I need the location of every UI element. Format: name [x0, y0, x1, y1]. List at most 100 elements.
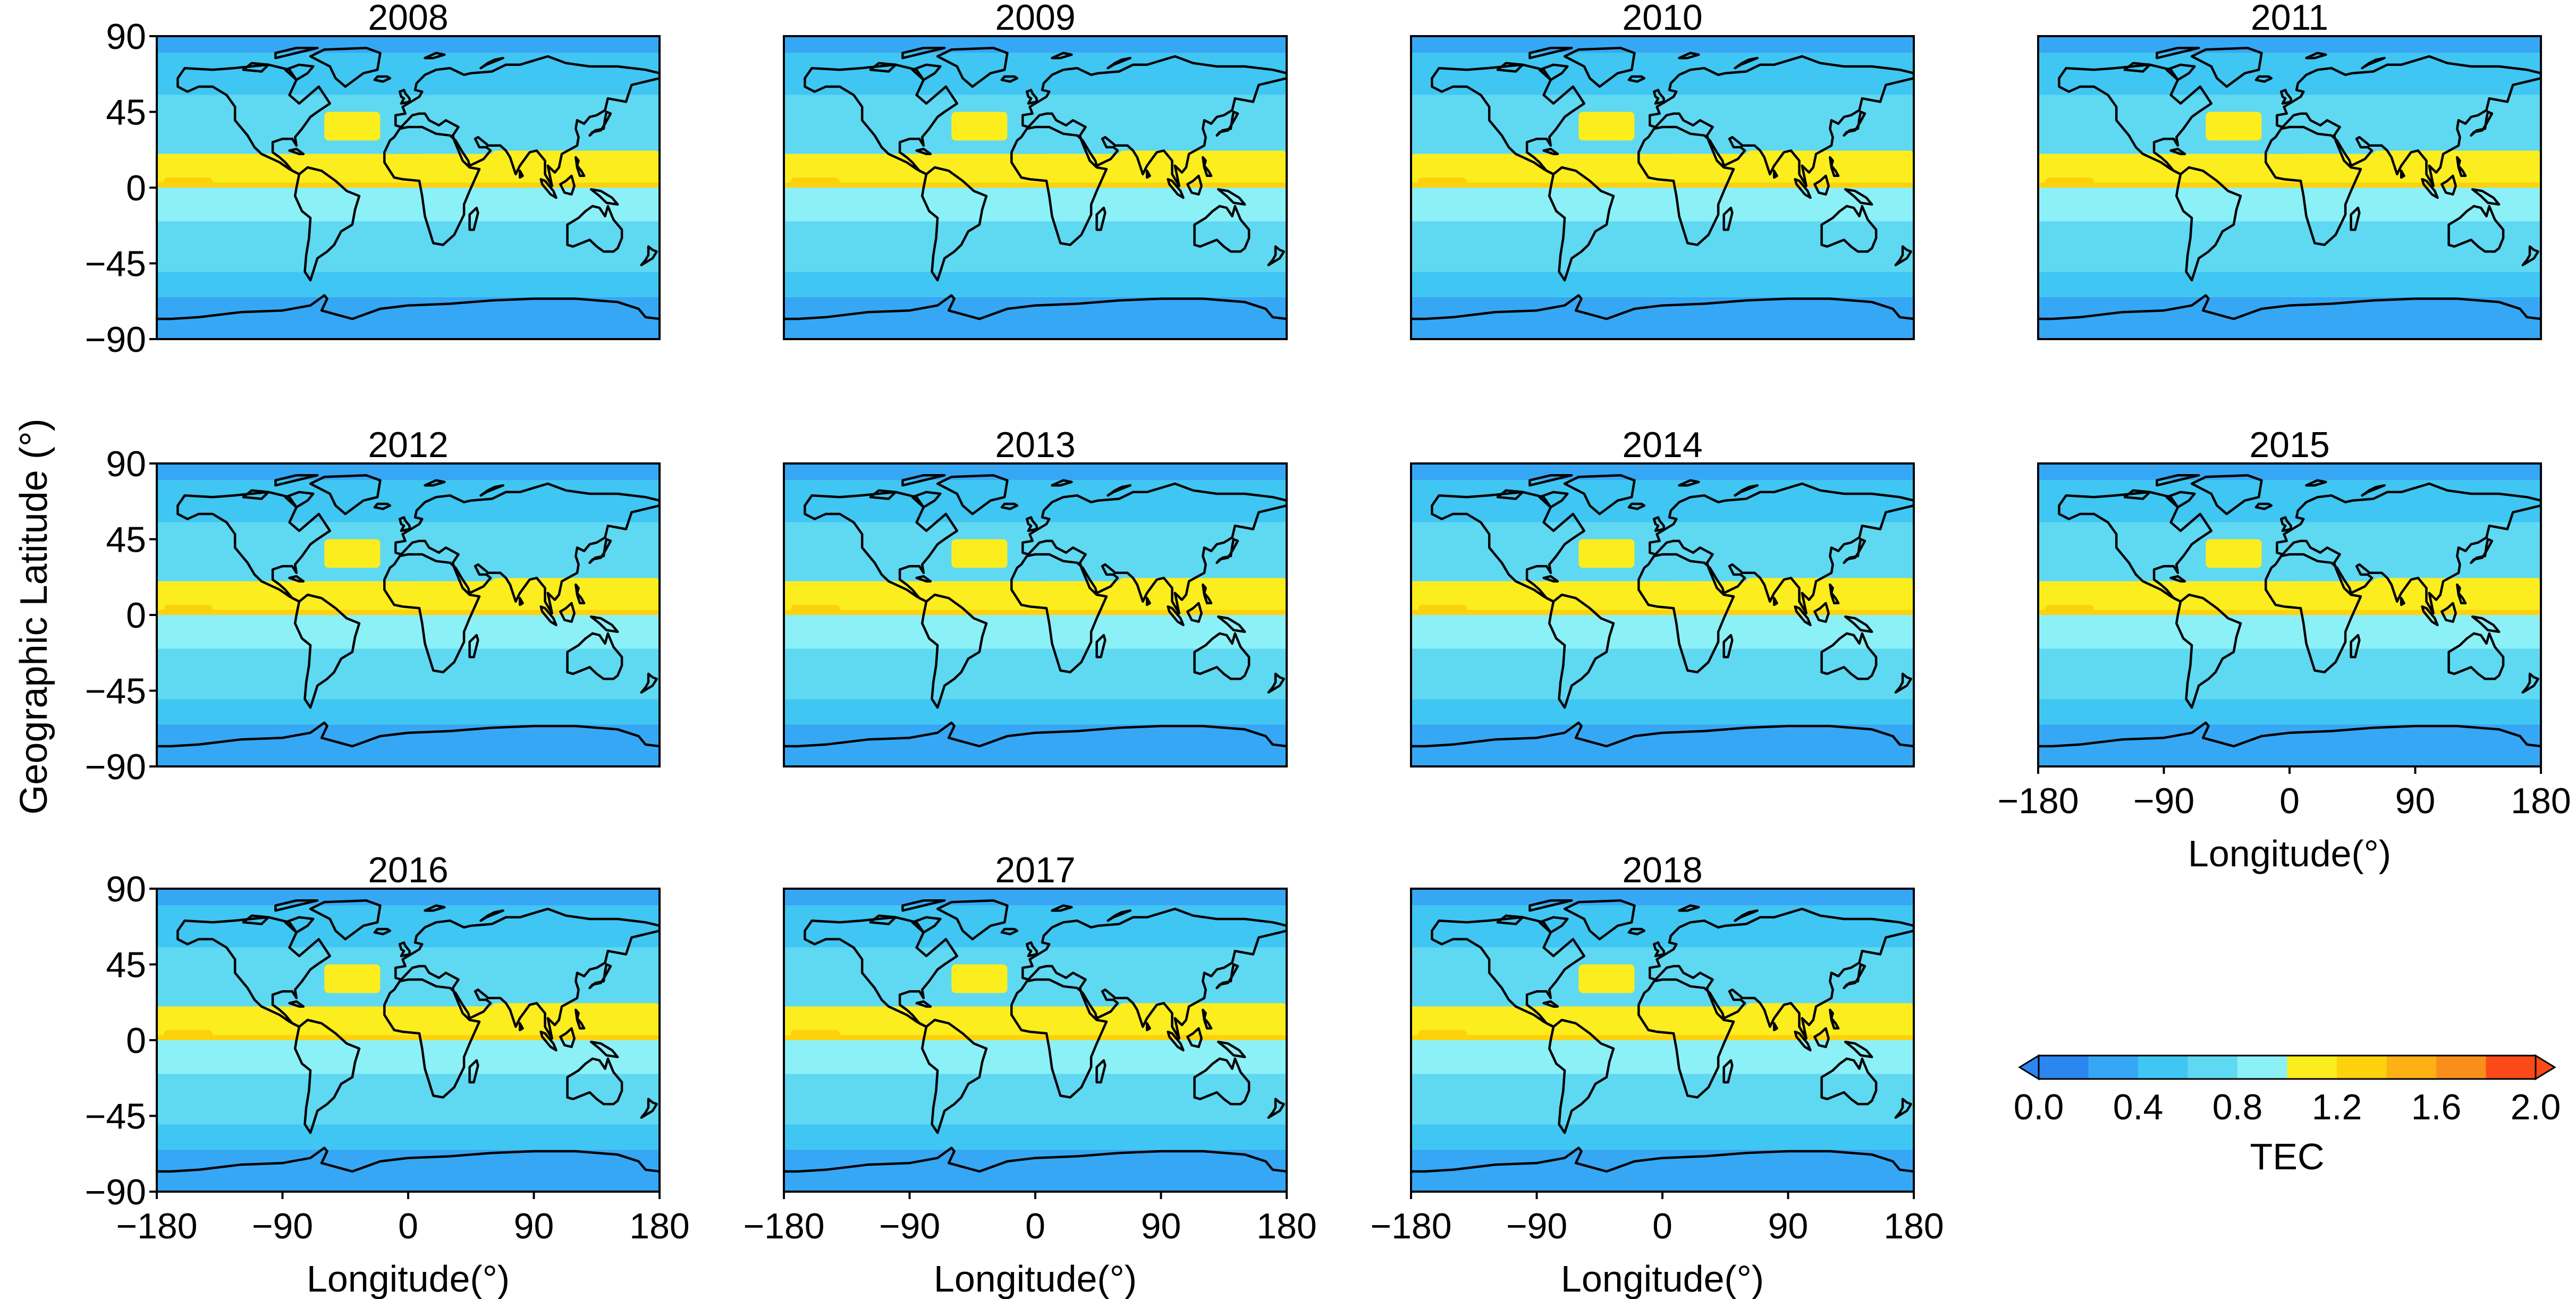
x-tick-label: 90 — [1141, 1206, 1181, 1246]
tec-anomaly — [1119, 150, 1287, 183]
tec-anomaly — [380, 154, 423, 183]
coastline-svalbard — [1678, 52, 1700, 60]
coastline-borneo — [2440, 602, 2457, 623]
x-tick-label: 0 — [1652, 1206, 1673, 1246]
coastline-greenland — [309, 899, 382, 941]
coastline-australia — [1820, 632, 1878, 680]
coastline-japan — [1843, 111, 1866, 137]
coastline-svalbard — [1051, 52, 1073, 60]
tec-band — [784, 615, 1287, 649]
colorbar-segment — [2386, 1056, 2437, 1079]
coastline-britain — [2279, 89, 2292, 105]
y-tick-label: 45 — [106, 520, 146, 560]
coastline-japan — [1215, 538, 1239, 564]
tec-anomaly — [1119, 1003, 1287, 1035]
tec-anomaly — [324, 112, 381, 141]
coastline-sumatra — [1794, 178, 1812, 199]
coastline-iceland — [1000, 75, 1019, 83]
coastline-new-guinea — [1217, 615, 1246, 633]
colorbar-segment — [2039, 1056, 2089, 1079]
panel-title-2018: 2018 — [1622, 850, 1702, 890]
tec-band — [2038, 746, 2541, 766]
tec-band — [784, 53, 1287, 95]
coastline-borneo — [559, 174, 576, 196]
coastline-antarctica — [1411, 1146, 1914, 1173]
coastline-philippines — [1202, 583, 1213, 605]
tec-anomaly — [1418, 1030, 1467, 1040]
tec-band — [157, 463, 660, 480]
coastline-madagascar — [2350, 206, 2361, 231]
coastline-eurafrica — [383, 482, 660, 673]
x-tick-label: −90 — [2133, 781, 2194, 821]
tec-anomaly — [157, 1035, 660, 1040]
tec-anomaly — [2045, 178, 2094, 188]
y-tick-label: 45 — [106, 945, 146, 985]
colorbar-segment — [2287, 1056, 2337, 1079]
coastline-iceland — [373, 75, 392, 83]
coastline-south-america — [293, 1018, 361, 1134]
tec-anomaly — [164, 1030, 213, 1040]
tec-anomaly — [2038, 610, 2541, 615]
tec-band — [784, 1171, 1287, 1192]
colorbar-frame — [2038, 1055, 2537, 1080]
colorbar-segment — [2088, 1056, 2139, 1079]
tec-band — [784, 1074, 1287, 1125]
coastline-new-guinea — [2471, 615, 2501, 633]
coastline-new-zealand — [2521, 672, 2539, 694]
coastline-antarctica — [784, 1146, 1287, 1173]
coastline-philippines — [2456, 583, 2467, 605]
tec-band — [784, 1124, 1287, 1150]
coastline-new-guinea — [589, 188, 619, 206]
coastline-ellesmere-island — [901, 474, 946, 487]
coastline-philippines — [1202, 1008, 1213, 1030]
coastline-greenland — [2190, 474, 2263, 516]
coastline-greenland — [309, 46, 382, 88]
coastline-australia — [566, 632, 623, 680]
tec-band — [1411, 724, 1914, 746]
coastline-victoria-island — [1496, 489, 1524, 500]
y-tick-label: 90 — [106, 869, 146, 909]
coastline-south-america — [2175, 166, 2242, 282]
tec-band — [1411, 188, 1914, 222]
coastline-australia — [2447, 205, 2505, 253]
panels-group: 2008 90 45 0 −45 −90 2009 2010 2011 2012 90 45 0 −45 −… — [85, 0, 2571, 1299]
coastline-baffin-island — [1538, 491, 1569, 509]
coastline-new-zealand — [1267, 245, 1285, 266]
coastline-novaya-zemlya — [479, 56, 504, 70]
panel-title-2008: 2008 — [368, 0, 448, 38]
coastline-iceland — [373, 927, 392, 935]
x-axis-label: Longitude(°) — [934, 1258, 1137, 1299]
x-tick-label: −90 — [879, 1206, 940, 1246]
colorbar-tick-label: 2.0 — [2511, 1087, 2561, 1127]
coastline-madagascar — [1722, 1059, 1734, 1084]
tec-band — [784, 1040, 1287, 1074]
coastline-antarctica — [2038, 294, 2541, 320]
tec-anomaly — [492, 1003, 660, 1035]
coastline-new-zealand — [1267, 1098, 1285, 1119]
y-tick-label: −90 — [85, 319, 146, 360]
y-tick-label: −45 — [85, 1096, 146, 1137]
colorbar: 0.0 0.4 0.8 1.2 1.6 2.0 TEC — [2014, 1054, 2561, 1177]
tec-band — [1411, 221, 1914, 272]
tec-anomaly — [164, 605, 213, 615]
tec-anomaly — [1418, 605, 1467, 615]
tec-anomaly — [1418, 178, 1467, 188]
tec-anomaly — [951, 964, 1008, 993]
coastline-new-zealand — [640, 1098, 658, 1119]
coastline-australia — [1820, 1057, 1878, 1106]
tec-anomaly — [951, 112, 1008, 141]
tec-anomaly — [951, 539, 1008, 568]
coastline-svalbard — [1678, 904, 1700, 912]
coastline-new-zealand — [1267, 672, 1285, 694]
coastlines — [157, 46, 660, 320]
coastlines — [157, 474, 660, 748]
coastline-britain — [1025, 941, 1038, 957]
coastline-novaya-zemlya — [2361, 56, 2386, 70]
coastline-north-america — [1431, 916, 1586, 1028]
coastline-iceland — [1627, 75, 1646, 83]
coastline-sri-lanka — [2400, 170, 2405, 179]
coastlines — [1411, 474, 1914, 748]
coastline-madagascar — [468, 1059, 479, 1084]
tec-band — [1411, 53, 1914, 95]
tec-band — [2038, 36, 2541, 53]
